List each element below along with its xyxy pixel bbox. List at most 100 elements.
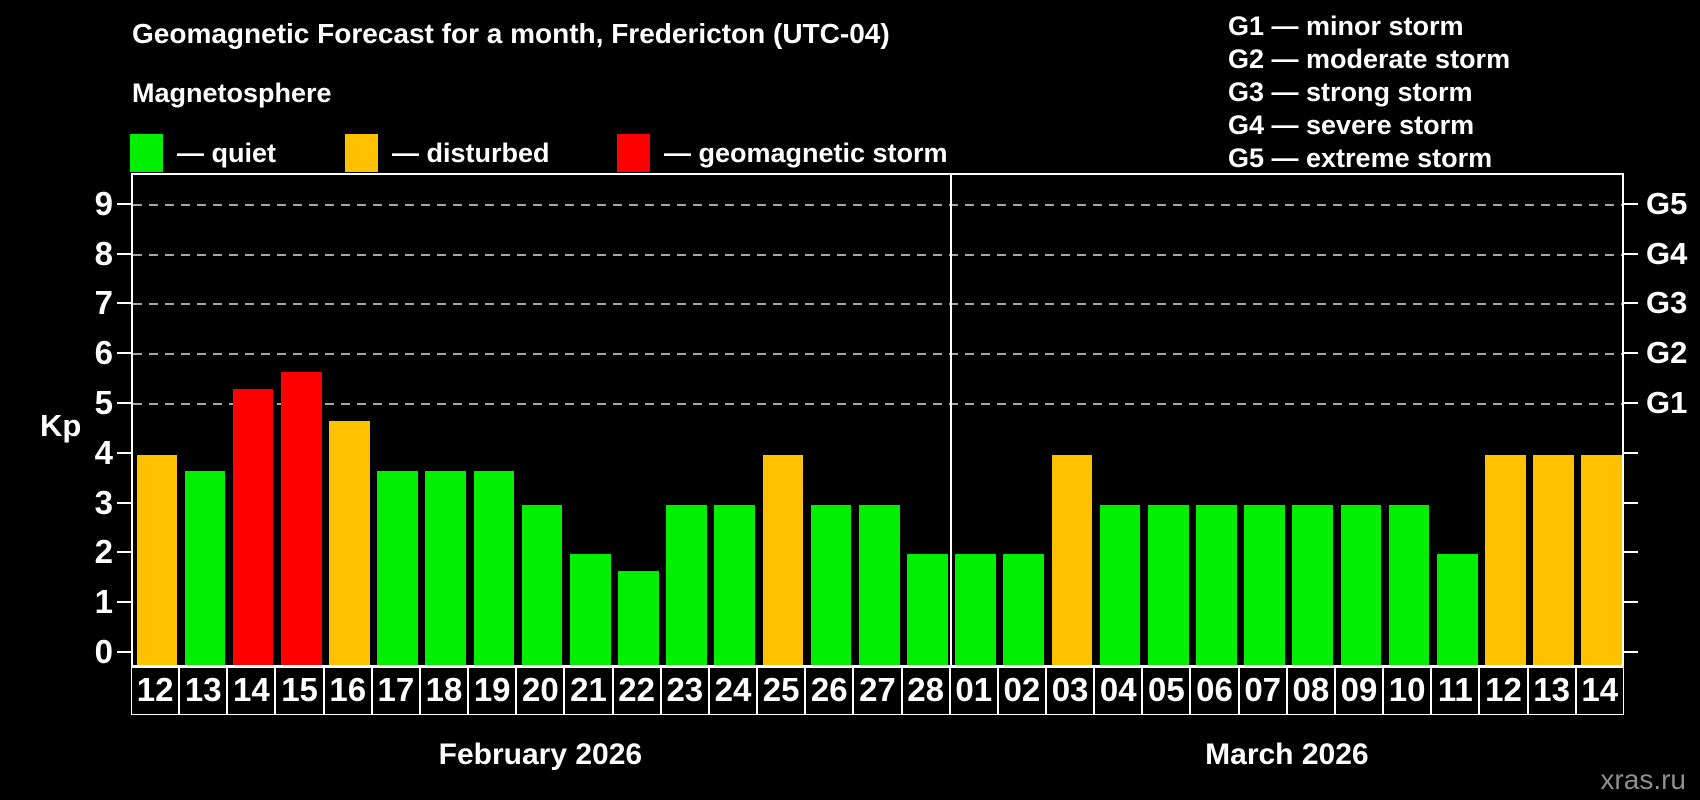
left-axis-tick-0 bbox=[117, 651, 131, 653]
legend-label-disturbed: — disturbed bbox=[392, 137, 550, 168]
kp-bar-mar-01 bbox=[955, 554, 996, 665]
kp-bar-mar-10 bbox=[1388, 504, 1430, 665]
kp-bar-feb-25 bbox=[762, 454, 804, 665]
legend-item-storm: — geomagnetic storm bbox=[617, 133, 948, 173]
g-axis-label-G2: G2 bbox=[1646, 335, 1688, 371]
kp-bar-feb-23 bbox=[666, 504, 707, 665]
kp-bar-feb-28 bbox=[907, 554, 948, 665]
day-label-mar-13: 13 bbox=[1527, 667, 1576, 715]
right-axis-tick-8 bbox=[1624, 252, 1638, 255]
magnetosphere-legend-title: Magnetosphere bbox=[132, 78, 332, 108]
y-axis-label-0: 0 bbox=[94, 633, 113, 670]
kp-bar-feb-12 bbox=[136, 454, 178, 665]
right-axis-tick-5 bbox=[1624, 402, 1638, 404]
kp-bar-feb-22 bbox=[618, 570, 659, 665]
kp-bar-mar-06 bbox=[1196, 504, 1237, 665]
kp-bar-mar-02 bbox=[1003, 554, 1045, 665]
day-label-mar-07: 07 bbox=[1238, 667, 1287, 715]
day-label-feb-21: 21 bbox=[564, 667, 613, 715]
kp-bar-mar-04 bbox=[1099, 504, 1141, 665]
right-axis-tick-9 bbox=[1624, 202, 1638, 205]
day-label-feb-13: 13 bbox=[179, 667, 228, 715]
legend-item-disturbed: — disturbed bbox=[345, 133, 550, 173]
legend-label-quiet: — quiet bbox=[177, 137, 276, 168]
kp-bar-feb-14 bbox=[232, 388, 274, 665]
day-label-mar-08: 08 bbox=[1286, 667, 1335, 715]
gridline-kp5 bbox=[133, 403, 1622, 405]
kp-bar-feb-21 bbox=[569, 554, 611, 665]
day-label-mar-02: 02 bbox=[997, 667, 1046, 715]
day-label-feb-17: 17 bbox=[371, 667, 420, 715]
y-axis-label-7: 7 bbox=[94, 284, 113, 322]
day-label-mar-10: 10 bbox=[1383, 667, 1432, 715]
day-label-feb-18: 18 bbox=[419, 667, 469, 715]
plot-area bbox=[131, 173, 1624, 667]
quiet-color-swatch bbox=[130, 134, 163, 172]
right-axis-tick-4 bbox=[1624, 451, 1638, 454]
day-label-mar-01: 01 bbox=[949, 667, 998, 715]
g-axis-label-G3: G3 bbox=[1646, 285, 1688, 321]
right-axis-tick-1 bbox=[1624, 601, 1638, 604]
y-axis-label-9: 9 bbox=[94, 184, 113, 222]
day-label-mar-11: 11 bbox=[1431, 667, 1480, 715]
day-label-feb-25: 25 bbox=[757, 667, 806, 715]
gridline-kp6 bbox=[133, 353, 1622, 356]
y-axis-label-2: 2 bbox=[94, 533, 113, 571]
day-label-feb-16: 16 bbox=[323, 667, 372, 715]
month-label-february: February 2026 bbox=[438, 738, 643, 771]
chart-title: Geomagnetic Forecast for a month, Freder… bbox=[132, 18, 890, 49]
right-axis-tick-2 bbox=[1624, 551, 1638, 554]
disturbed-color-swatch bbox=[345, 134, 378, 172]
day-label-mar-03: 03 bbox=[1045, 667, 1095, 715]
right-axis-tick-3 bbox=[1624, 501, 1638, 504]
month-divider bbox=[949, 175, 952, 665]
left-axis-tick-9 bbox=[117, 202, 131, 205]
day-label-feb-15: 15 bbox=[275, 667, 324, 715]
g3-legend-line: G3 — strong storm bbox=[1228, 77, 1473, 107]
y-axis-label-5: 5 bbox=[94, 384, 113, 421]
kp-bar-mar-08 bbox=[1292, 504, 1334, 665]
g1-legend-line: G1 — minor storm bbox=[1228, 11, 1464, 41]
kp-bar-feb-17 bbox=[377, 471, 418, 665]
day-label-feb-19: 19 bbox=[468, 667, 517, 715]
gridline-kp9 bbox=[133, 203, 1622, 206]
y-axis-title: Kp bbox=[40, 408, 82, 443]
left-axis-tick-4 bbox=[117, 451, 131, 454]
left-axis-tick-5 bbox=[117, 402, 131, 404]
left-axis-tick-7 bbox=[117, 302, 131, 305]
day-label-feb-22: 22 bbox=[612, 667, 661, 715]
day-label-mar-05: 05 bbox=[1142, 667, 1191, 715]
kp-bar-mar-14 bbox=[1581, 454, 1622, 665]
kp-bar-mar-12 bbox=[1485, 454, 1526, 665]
kp-bar-mar-07 bbox=[1244, 504, 1285, 665]
right-axis-tick-7 bbox=[1624, 302, 1638, 305]
g2-legend-line: G2 — moderate storm bbox=[1228, 44, 1511, 74]
day-label-mar-14: 14 bbox=[1575, 667, 1624, 715]
day-label-feb-14: 14 bbox=[227, 667, 276, 715]
day-label-feb-27: 27 bbox=[853, 667, 902, 715]
watermark: xras.ru bbox=[1600, 764, 1686, 795]
day-label-mar-12: 12 bbox=[1479, 667, 1528, 715]
day-label-feb-20: 20 bbox=[516, 667, 565, 715]
kp-bar-mar-05 bbox=[1147, 504, 1189, 665]
day-label-feb-23: 23 bbox=[660, 667, 709, 715]
day-label-mar-04: 04 bbox=[1094, 667, 1143, 715]
kp-bar-feb-19 bbox=[473, 471, 515, 665]
kp-bar-feb-15 bbox=[280, 371, 322, 665]
y-axis-label-3: 3 bbox=[94, 483, 113, 521]
day-label-mar-09: 09 bbox=[1334, 667, 1384, 715]
y-axis-label-4: 4 bbox=[94, 433, 113, 471]
right-axis-tick-6 bbox=[1624, 352, 1638, 355]
g4-legend-line: G4 — severe storm bbox=[1228, 110, 1475, 140]
g-axis-label-G4: G4 bbox=[1646, 235, 1688, 271]
day-label-mar-06: 06 bbox=[1190, 667, 1239, 715]
kp-bar-feb-24 bbox=[714, 504, 756, 665]
month-label-march: March 2026 bbox=[1205, 738, 1369, 771]
day-label-feb-24: 24 bbox=[708, 667, 758, 715]
y-axis-label-6: 6 bbox=[94, 334, 113, 372]
legend-label-storm: — geomagnetic storm bbox=[664, 137, 948, 168]
kp-bar-feb-27 bbox=[858, 504, 900, 665]
day-axis-row: 12 13 14 15 16 17 18 19 20 21 22 23 24 25 26 27 28 01 02 03… bbox=[131, 667, 1624, 715]
right-axis-tick-0 bbox=[1624, 651, 1638, 653]
gridline-kp7 bbox=[133, 303, 1622, 306]
